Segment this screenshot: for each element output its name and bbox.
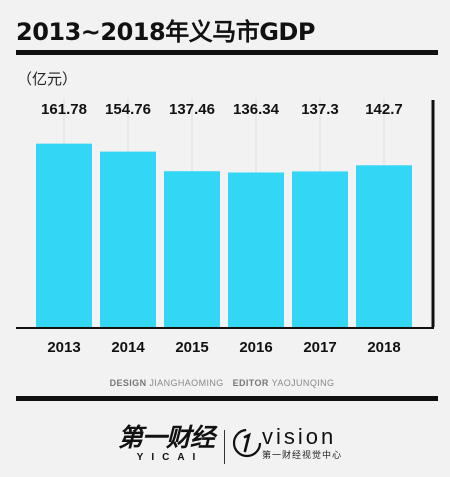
value-label: 137.46 <box>169 101 215 118</box>
footer: 第一财经 YICAI vision 第一财经视觉中心 <box>0 424 450 470</box>
yicai-logo-cn: 第一财经 <box>117 423 215 452</box>
category-label: 2018 <box>367 339 400 356</box>
value-label: 154.76 <box>105 101 151 118</box>
bar-2013 <box>36 143 92 327</box>
design-label: DESIGN <box>109 378 147 388</box>
bar-2014 <box>100 151 156 327</box>
category-label: 2014 <box>111 339 145 356</box>
footer-divider <box>224 430 225 464</box>
vision-logo: vision 第一财经视觉中心 <box>262 424 342 462</box>
bottom-rule <box>16 396 438 401</box>
bar-2015 <box>164 171 220 327</box>
vision-logo-en: vision <box>262 424 337 449</box>
bar-2018 <box>356 165 412 327</box>
yicai-logo-en: YICAI <box>136 452 204 463</box>
category-label: 2016 <box>239 339 272 356</box>
bar-2016 <box>228 172 284 327</box>
design-name: JIANGHAOMING <box>149 378 224 388</box>
editor-name: YAOJUNQING <box>271 378 335 388</box>
value-label: 161.78 <box>41 101 87 118</box>
chart-title: 2013~2018年义马市GDP <box>16 18 315 46</box>
value-label: 136.34 <box>233 101 280 118</box>
category-label: 2013 <box>47 339 80 356</box>
editor-label: EDITOR <box>232 378 269 388</box>
vision-logo-icon <box>232 428 262 458</box>
value-label: 137.3 <box>301 101 339 118</box>
value-label: 142.7 <box>365 101 403 118</box>
category-label: 2017 <box>303 339 336 356</box>
unit-label: （亿元） <box>17 70 78 88</box>
credits: DESIGN JIANGHAOMING EDITOR YAOJUNQING <box>0 378 450 388</box>
top-rule <box>16 50 438 55</box>
category-label: 2015 <box>175 339 208 356</box>
vision-logo-cn: 第一财经视觉中心 <box>262 451 343 461</box>
yicai-logo: 第一财经 YICAI <box>116 424 216 464</box>
bar-2017 <box>292 171 348 327</box>
